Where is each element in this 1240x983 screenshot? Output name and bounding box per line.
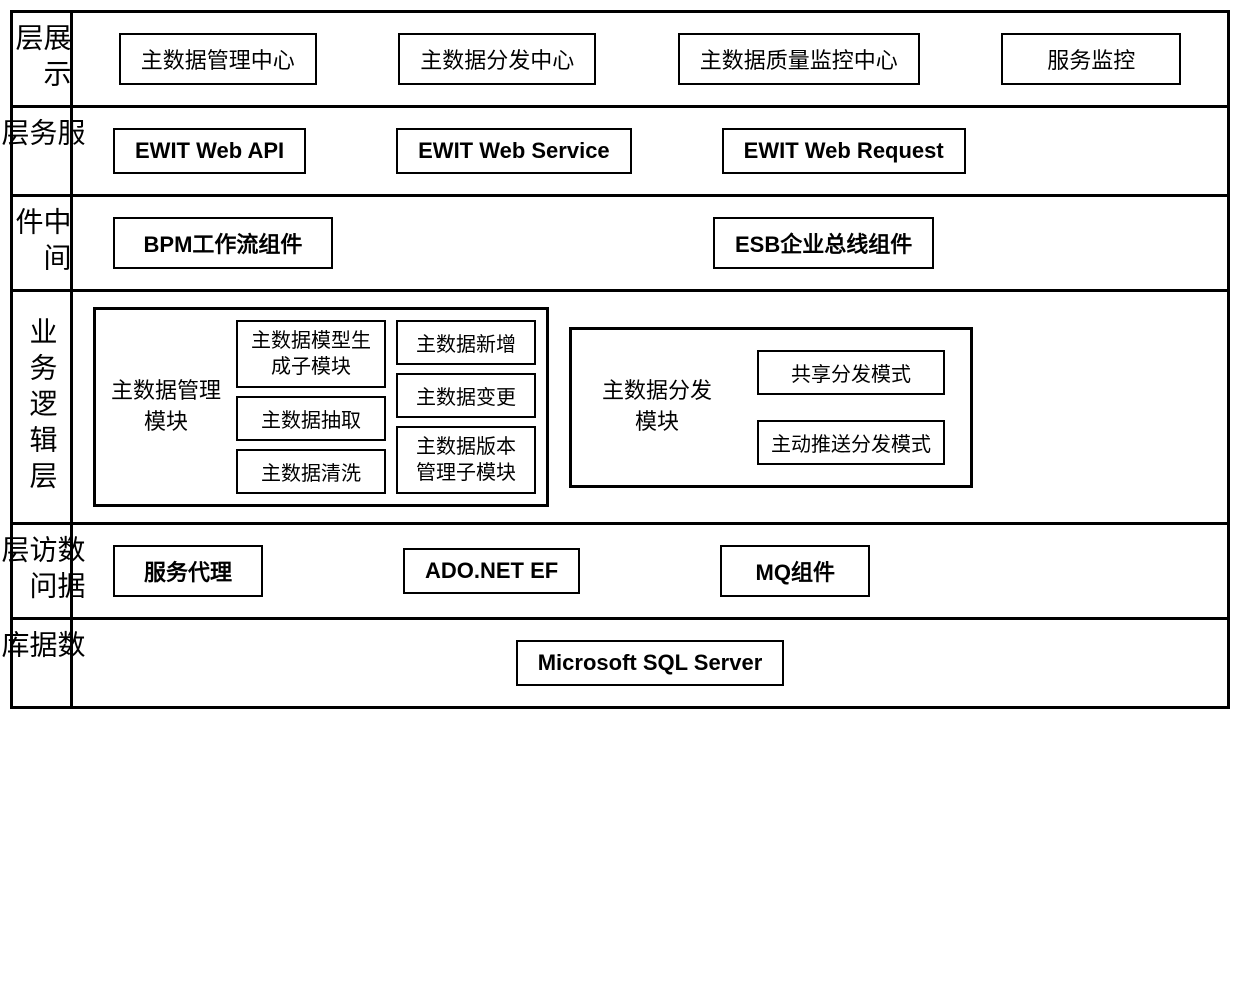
box-web-api: EWIT Web API (113, 128, 306, 174)
sub-column: 共享分发模式 主动推送分发模式 (742, 340, 960, 475)
layer-presentation: 展示层 主数据管理中心 主数据分发中心 主数据质量监控中心 服务监控 (13, 13, 1227, 108)
layer-label: 展示层 (13, 13, 73, 105)
layer-business-logic: 业务逻辑层 主数据管理模块 主数据模型生成子模块 主数据抽取 主数据清洗 主数据… (13, 292, 1227, 525)
box-ado-net: ADO.NET EF (403, 548, 580, 594)
sub-box-share-mode: 共享分发模式 (757, 350, 945, 395)
sub-box-extract: 主数据抽取 (236, 396, 386, 441)
box-web-request: EWIT Web Request (722, 128, 966, 174)
layer-label-text: 数据访问层 (0, 535, 84, 607)
layer-content: BPM工作流组件 ESB企业总线组件 (73, 197, 1227, 289)
sub-box-change: 主数据变更 (396, 373, 536, 418)
sub-box-model-gen: 主数据模型生成子模块 (236, 320, 386, 388)
sub-box-version: 主数据版本管理子模块 (396, 426, 536, 494)
layer-content: EWIT Web API EWIT Web Service EWIT Web R… (73, 108, 1227, 194)
module-title: 主数据分发模块 (582, 376, 732, 438)
layer-label-text: 服务层 (0, 118, 84, 184)
box-mq: MQ组件 (720, 545, 870, 597)
layer-middleware: 中间件 BPM工作流组件 ESB企业总线组件 (13, 197, 1227, 292)
box-service-monitor: 服务监控 (1001, 33, 1181, 85)
sub-column: 主数据模型生成子模块 主数据抽取 主数据清洗 (236, 320, 386, 494)
layer-label: 数据库 (13, 620, 73, 706)
layer-content: 主数据管理模块 主数据模型生成子模块 主数据抽取 主数据清洗 主数据新增 主数据… (73, 292, 1227, 522)
layer-label: 中间件 (13, 197, 73, 289)
layer-label-text: 中间件 (14, 207, 70, 279)
box-service-proxy: 服务代理 (113, 545, 263, 597)
layer-label: 数据访问层 (13, 525, 73, 617)
architecture-diagram: 展示层 主数据管理中心 主数据分发中心 主数据质量监控中心 服务监控 服务层 E… (10, 10, 1230, 709)
box-sql-server: Microsoft SQL Server (516, 640, 785, 686)
layer-database: 数据库 Microsoft SQL Server (13, 620, 1227, 709)
layer-service: 服务层 EWIT Web API EWIT Web Service EWIT W… (13, 108, 1227, 197)
layer-label-text: 数据库 (0, 630, 84, 696)
layer-label: 服务层 (13, 108, 73, 194)
module-title-text: 主数据管理模块 (111, 376, 221, 438)
sub-box-push-mode: 主动推送分发模式 (757, 420, 945, 465)
layer-content: 服务代理 ADO.NET EF MQ组件 (73, 525, 1227, 617)
module-title: 主数据管理模块 (106, 376, 226, 438)
layer-label-text: 业务逻辑层 (28, 317, 56, 497)
box-distribution-center: 主数据分发中心 (398, 33, 596, 85)
box-bpm: BPM工作流组件 (113, 217, 333, 269)
module-group-mdm: 主数据管理模块 主数据模型生成子模块 主数据抽取 主数据清洗 主数据新增 主数据… (93, 307, 549, 507)
layer-content: Microsoft SQL Server (73, 620, 1227, 706)
module-group-distribution: 主数据分发模块 共享分发模式 主动推送分发模式 (569, 327, 973, 488)
box-web-service: EWIT Web Service (396, 128, 632, 174)
sub-box-add: 主数据新增 (396, 320, 536, 365)
layer-data-access: 数据访问层 服务代理 ADO.NET EF MQ组件 (13, 525, 1227, 620)
box-mdm-center: 主数据管理中心 (119, 33, 317, 85)
layer-label-text: 展示层 (14, 23, 70, 95)
module-title-text: 主数据分发模块 (602, 376, 712, 438)
layer-content: 主数据管理中心 主数据分发中心 主数据质量监控中心 服务监控 (73, 13, 1227, 105)
layer-label: 业务逻辑层 (13, 292, 73, 522)
box-quality-monitor: 主数据质量监控中心 (678, 33, 920, 85)
sub-box-clean: 主数据清洗 (236, 449, 386, 494)
sub-column: 主数据新增 主数据变更 主数据版本管理子模块 (396, 320, 536, 494)
box-esb: ESB企业总线组件 (713, 217, 934, 269)
